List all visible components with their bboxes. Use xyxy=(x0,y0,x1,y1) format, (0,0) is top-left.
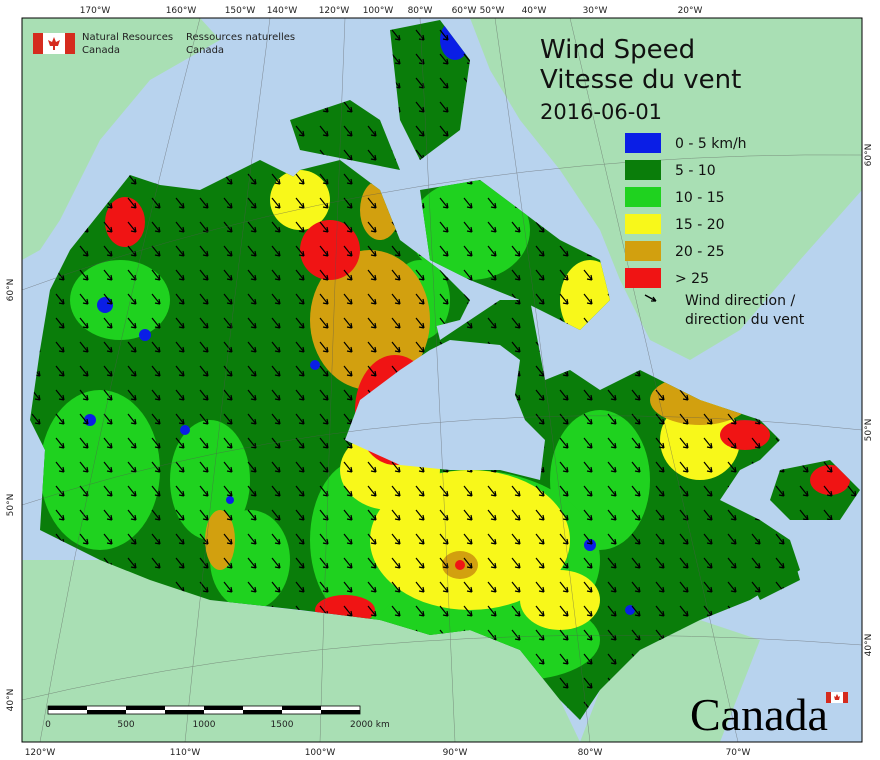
lat-label-right: 40°N xyxy=(864,634,874,657)
scale-segment xyxy=(126,706,165,710)
header-en: Canada xyxy=(82,45,120,56)
lon-label-top: 120°W xyxy=(319,6,350,16)
legend-swatch xyxy=(625,133,661,153)
scale-label: 500 xyxy=(117,720,134,730)
lon-label-top: 100°W xyxy=(363,6,394,16)
scale-label: 0 xyxy=(45,720,51,730)
lon-label-top: 60°W xyxy=(452,6,477,16)
scale-label: 1000 xyxy=(193,720,216,730)
lon-label-bottom: 100°W xyxy=(305,748,336,758)
header-fr: Ressources naturelles xyxy=(186,32,295,43)
lon-label-top: 170°W xyxy=(80,6,111,16)
frame xyxy=(21,17,863,743)
legend: 0 - 5 km/h 5 - 10 10 - 15 15 - 20 20 - 25 > 2… xyxy=(625,133,747,288)
lon-label-bottom: 80°W xyxy=(578,748,603,758)
scale-segment xyxy=(243,710,282,714)
wordmark-flag xyxy=(826,692,848,703)
map-body xyxy=(22,18,862,742)
legend-swatch xyxy=(625,268,661,288)
lat-label-right: 60°N xyxy=(864,144,874,167)
lon-label-bottom: 120°W xyxy=(25,748,56,758)
legend-label: 10 - 15 xyxy=(675,190,725,206)
legend-arrow xyxy=(644,294,657,302)
scale-segment xyxy=(321,710,360,714)
lon-label-top: 80°W xyxy=(408,6,433,16)
lon-label-bottom: 90°W xyxy=(443,748,468,758)
legend-label: 5 - 10 xyxy=(675,163,716,179)
scale-segment xyxy=(282,706,321,710)
scale-segment xyxy=(165,710,204,714)
graticule-labels: 170°W 160°W 150°W 140°W 120°W 100°W 80°W 60°W 50… xyxy=(6,6,874,758)
scale-segment xyxy=(204,706,243,710)
nrcan-flag xyxy=(33,33,75,54)
legend-label: 20 - 25 xyxy=(675,244,725,260)
header-fr: Canada xyxy=(186,45,224,56)
legend-label: 0 - 5 km/h xyxy=(675,136,747,152)
lon-label-bottom: 70°W xyxy=(726,748,751,758)
lon-label-top: 140°W xyxy=(267,6,298,16)
lat-label-right: 50°N xyxy=(864,419,874,442)
legend-label: > 25 xyxy=(675,271,709,287)
graticule-lines xyxy=(22,18,862,742)
legend-swatch xyxy=(625,160,661,180)
lat-label-left: 40°N xyxy=(6,689,16,712)
lon-label-top: 160°W xyxy=(166,6,197,16)
legend-label: 15 - 20 xyxy=(675,217,725,233)
legend-swatch xyxy=(625,187,661,207)
date: 2016-06-01 xyxy=(540,100,662,124)
scale-bar: 0 500 1000 1500 2000 km xyxy=(45,705,390,730)
lon-label-bottom: 110°W xyxy=(170,748,201,758)
lon-label-top: 50°W xyxy=(480,6,505,16)
legend-swatch xyxy=(625,214,661,234)
scale-label: 2000 km xyxy=(350,720,390,730)
lat-label-left: 50°N xyxy=(6,494,16,517)
legend-arrow-label: Wind direction / xyxy=(685,293,795,309)
header-en: Natural Resources xyxy=(82,32,173,43)
legend-swatch xyxy=(625,241,661,261)
lon-label-top: 20°W xyxy=(678,6,703,16)
greenland xyxy=(470,18,862,360)
lat-label-left: 60°N xyxy=(6,279,16,302)
hudson-bay xyxy=(345,340,545,480)
alaska xyxy=(22,18,220,260)
title: Vitesse du vent xyxy=(540,65,741,95)
scale-label: 1500 xyxy=(271,720,294,730)
scale-segment xyxy=(48,706,87,710)
title: Wind Speed xyxy=(540,35,695,65)
wordmark: Canada xyxy=(690,689,828,740)
lon-label-top: 40°W xyxy=(522,6,547,16)
usa-east xyxy=(580,620,760,742)
scale-segment xyxy=(87,710,126,714)
lon-label-top: 150°W xyxy=(225,6,256,16)
usa xyxy=(22,560,580,742)
lon-label-top: 30°W xyxy=(583,6,608,16)
legend-arrow-label: direction du vent xyxy=(685,312,805,328)
